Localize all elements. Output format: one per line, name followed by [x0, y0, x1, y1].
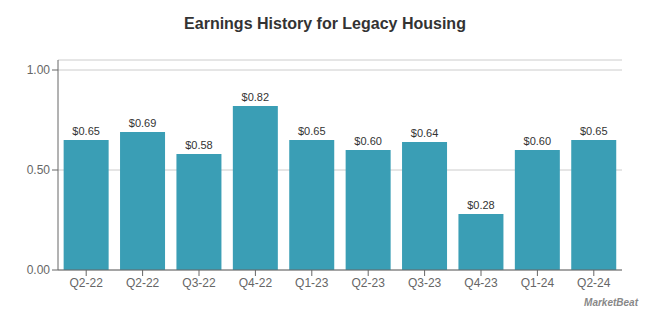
svg-text:$0.65: $0.65 — [72, 125, 100, 137]
svg-text:$0.60: $0.60 — [354, 135, 382, 147]
svg-text:$0.28: $0.28 — [467, 199, 495, 211]
svg-text:0.00: 0.00 — [27, 263, 51, 277]
svg-text:Q2-22: Q2-22 — [70, 276, 104, 290]
svg-text:Q4-22: Q4-22 — [239, 276, 273, 290]
svg-text:Q2-24: Q2-24 — [577, 276, 611, 290]
svg-text:$0.60: $0.60 — [524, 135, 552, 147]
svg-text:Q3-22: Q3-22 — [182, 276, 216, 290]
svg-text:0.50: 0.50 — [27, 163, 51, 177]
svg-text:$0.64: $0.64 — [411, 127, 439, 139]
svg-text:Q4-23: Q4-23 — [464, 276, 498, 290]
svg-text:$0.65: $0.65 — [580, 125, 608, 137]
svg-text:Q2-22: Q2-22 — [126, 276, 160, 290]
svg-text:$0.65: $0.65 — [298, 125, 326, 137]
svg-text:$0.69: $0.69 — [129, 117, 157, 129]
html-text:Earnings History for Legacy Ho: Earnings History for Legacy Housing — [184, 15, 466, 32]
svg-text:$0.82: $0.82 — [242, 91, 270, 103]
svg-text:Q1-24: Q1-24 — [521, 276, 555, 290]
svg-text:Q3-23: Q3-23 — [408, 276, 442, 290]
svg-text:Q1-23: Q1-23 — [295, 276, 329, 290]
html-text:MarketBeat: MarketBeat — [584, 297, 638, 308]
svg-text:$0.58: $0.58 — [185, 139, 213, 151]
svg-text:Q2-23: Q2-23 — [352, 276, 386, 290]
svg-text:1.00: 1.00 — [27, 63, 51, 77]
